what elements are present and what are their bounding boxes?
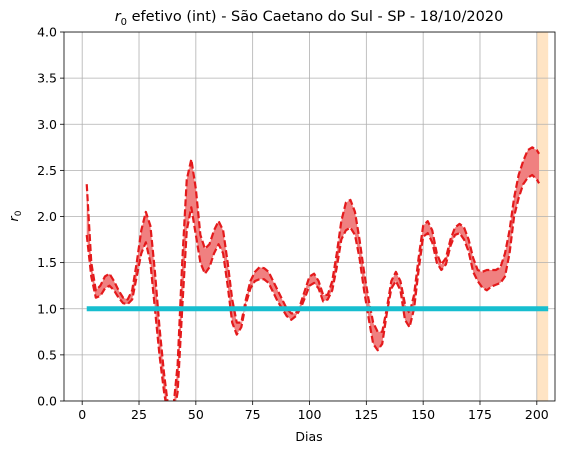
y-tick-label-6: 3.0 [37,117,57,132]
x-tick-label-100: 100 [298,407,322,422]
title-symbol-subscript: 0 [121,17,127,28]
x-tick-label-25: 25 [131,407,147,422]
plot-content [64,32,555,401]
x-tick-label-175: 175 [468,407,492,422]
x-tick-label-150: 150 [411,407,435,422]
y-tick-label-7: 3.5 [37,71,57,86]
y-axis-label-symbol: r [6,215,21,221]
x-axis-label: Dias [295,429,322,444]
x-tick-label-200: 200 [525,407,549,422]
title-symbol: r [115,9,122,25]
y-tick-label-4: 2.0 [37,209,57,224]
y-axis-label-subscript: 0 [14,210,24,216]
title-text: efetivo (int) - São Caetano do Sul - SP … [127,9,503,25]
x-tick-label-125: 125 [354,407,378,422]
x-tick-label-50: 50 [188,407,204,422]
plot-area: 0 25 50 75 100 125 150 175 200 0.0 0.5 1.0 1.5 2.0 2.5… [37,25,556,422]
y-tick-label-1: 0.5 [37,347,57,362]
x-tick-label-75: 75 [245,407,261,422]
y-tick-label-0: 0.0 [37,394,57,409]
lower-bound-line [85,173,541,401]
chart-title: r0 efetivo (int) - São Caetano do Sul - … [115,9,504,28]
y-tick-label-2: 1.0 [37,301,57,316]
x-tick-label-0: 0 [78,407,86,422]
y-tick-label-8: 4.0 [37,25,57,40]
y-tick-label-5: 2.5 [37,163,57,178]
y-tick-label-3: 1.5 [37,255,57,270]
upper-bound-line [85,146,541,401]
y-axis-label: r0 [6,210,24,221]
